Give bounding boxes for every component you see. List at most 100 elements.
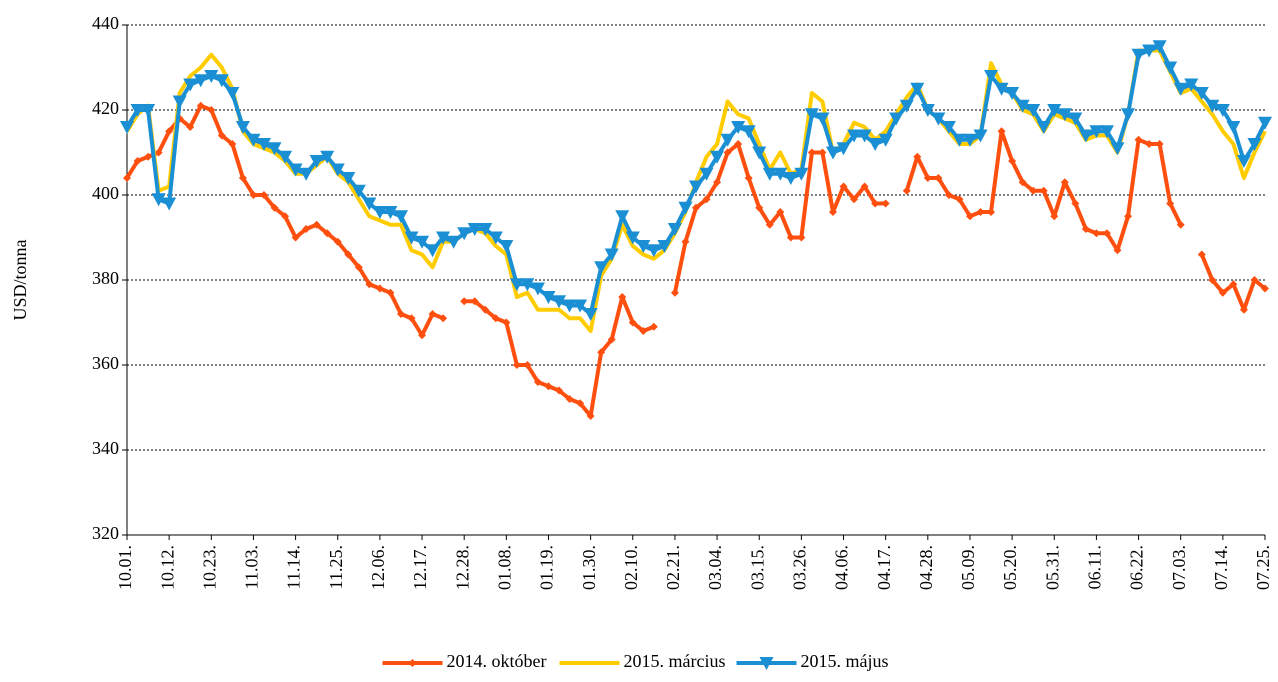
data-point [889,112,904,126]
data-point [1247,138,1262,151]
data-point [807,148,816,157]
data-point [562,299,577,313]
data-point [681,237,690,246]
data-point [291,233,300,242]
data-point [193,74,208,88]
data-point [499,240,514,253]
data-point [141,104,156,117]
data-point [636,240,651,253]
data-point [1205,99,1220,113]
x-tick-label: 06.22. [1127,545,1147,590]
data-point [341,172,356,185]
x-tick-label: 05.31. [1042,545,1062,590]
data-point [573,299,588,313]
data-point [1197,250,1206,259]
data-point [984,70,999,83]
data-point [533,378,542,386]
data-point [881,199,890,208]
data-point [594,261,609,275]
data-point [165,127,174,136]
data-point [1215,104,1230,117]
data-point [678,201,693,215]
data-point [794,167,809,181]
data-point [120,121,134,134]
data-point [530,282,545,296]
data-point [1155,140,1164,148]
data-point [618,293,627,301]
data-point [1142,44,1157,58]
x-tick-label: 04.28. [916,545,936,590]
data-point [1039,186,1048,195]
data-point [815,112,830,126]
data-point [723,148,732,157]
data-point [1036,121,1051,134]
x-tick-label: 03.04. [705,545,725,590]
data-point [428,310,437,318]
x-tick-label: 11.03. [242,545,262,589]
data-point [744,174,753,182]
data-point [386,288,395,297]
data-point [1113,246,1122,255]
data-point [973,129,988,143]
x-tick-label: 02.21. [663,545,683,590]
data-point [1078,129,1093,143]
data-point [1047,104,1062,117]
data-point [1060,178,1069,187]
data-point [804,108,819,122]
data-point [1071,199,1080,208]
data-point [1050,212,1059,221]
data-point [902,186,911,195]
data-point [123,174,131,182]
y-tick-label: 420 [92,98,119,118]
x-tick-label: 05.20. [1000,545,1020,590]
x-tick-label: 04.17. [874,545,894,590]
data-point [162,197,177,211]
data-point [941,121,956,134]
x-tick-label: 10.23. [199,545,219,590]
data-point [839,182,848,191]
data-point [955,195,964,204]
data-point [1068,112,1083,126]
data-point [204,70,219,83]
data-point [1121,108,1136,122]
data-point [586,412,595,420]
data-point [1261,284,1269,293]
data-point [228,140,237,148]
data-point [418,331,427,340]
data-point [765,220,774,229]
data-point [133,157,142,165]
series-line [125,103,1267,418]
data-point [1152,40,1167,54]
data-point [976,208,985,216]
data-point [776,208,785,216]
data-point [1092,229,1101,238]
data-point [1250,276,1259,284]
data-point [217,131,226,140]
x-tick-label: 02.10. [621,545,641,590]
y-tick-label: 340 [92,438,119,458]
data-point [214,74,229,88]
data-point [344,250,353,259]
data-point [354,263,363,272]
x-tick-label: 12.06. [368,545,388,590]
legend-label: 2015. március [624,651,726,671]
data-point [657,240,672,253]
data-point [597,348,606,357]
y-tick-label: 380 [92,268,119,288]
data-point [1194,87,1209,100]
data-point [1005,87,1020,100]
data-point [944,191,953,199]
data-point [404,231,419,245]
x-tick-label: 12.28. [452,545,472,590]
data-point [491,314,500,323]
data-point [154,148,163,157]
data-point [692,203,700,212]
data-point [425,244,440,258]
legend-marker [408,659,417,667]
data-point [962,133,977,147]
data-point [713,178,722,187]
data-point [1258,116,1272,130]
data-point [1026,104,1041,117]
data-point [670,288,679,297]
